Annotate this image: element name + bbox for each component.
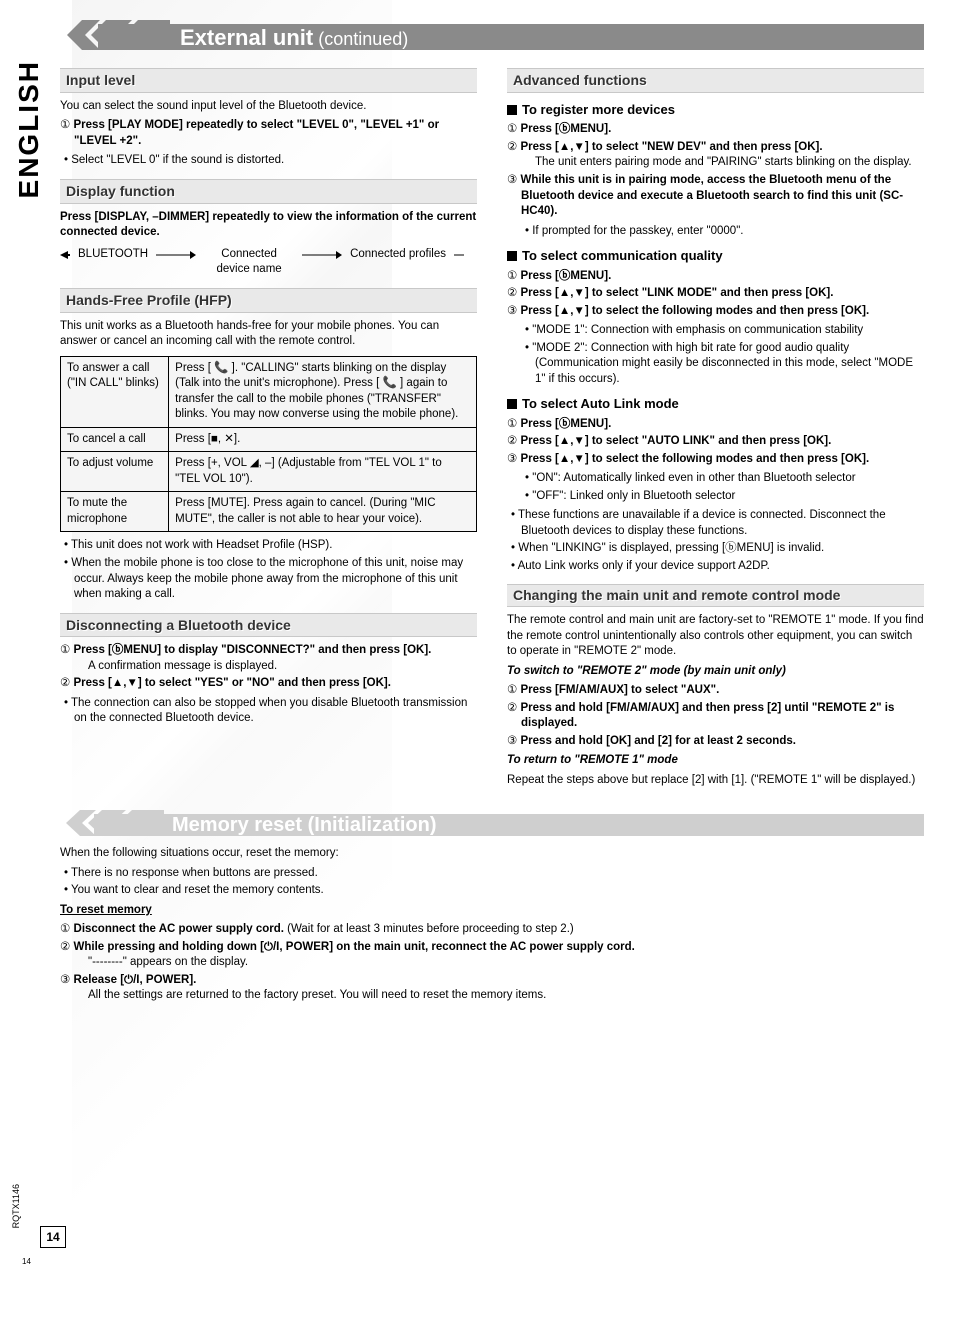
chevron-icon [60,810,164,836]
step: ② Press [▲,▼] to select "AUTO LINK" and … [507,434,924,450]
square-icon [507,399,517,409]
step: ① Press [FM/AM/AUX] to select "AUX". [507,683,924,699]
subsection-heading: To register more devices [507,101,924,119]
step: ③ Release [⏻/I, POWER].All the settings … [60,973,924,1004]
table-cell: To mute the microphone [61,492,169,532]
bullet: "ON": Automatically linked even in other… [525,471,924,487]
doc-id: RQTX1146 [10,1184,22,1228]
text: You can select the sound input level of … [60,99,477,115]
heading-title-text: External unit [180,25,313,50]
text: The remote control and main unit are fac… [507,613,924,660]
text: Repeat the steps above but replace [2] w… [507,773,924,789]
text: When the following situations occur, res… [60,846,924,862]
bullet: Select "LEVEL 0" if the sound is distort… [64,153,477,169]
hfp-table: To answer a call ("IN CALL" blinks)Press… [60,356,477,533]
table-cell: Press [ 📞 ]. "CALLING" starts blinking o… [169,356,477,427]
section-heading-memory-reset: Memory reset (Initialization) [60,810,924,836]
square-icon [507,105,517,115]
bullet: When "LINKING" is displayed, pressing [ⓑ… [511,541,924,557]
bullet: Auto Link works only if your device supp… [511,559,924,575]
step: ③ Press and hold [OK] and [2] for at lea… [507,734,924,750]
right-column: Advanced functions To register more devi… [507,58,924,792]
subsection-heading: To reset memory [60,903,924,919]
step: ② Press [▲,▼] to select "YES" or "NO" an… [60,676,477,692]
flow-diagram: BLUETOOTH Connected device name Connecte… [60,247,477,278]
table-cell: Press [■, ✕]. [169,427,477,452]
text: This unit works as a Bluetooth hands-fre… [60,319,477,350]
left-column: Input level You can select the sound inp… [60,58,477,792]
step: ① Press [ⓑMENU]. [507,269,924,285]
step: ① Press [ⓑMENU] to display "DISCONNECT?"… [60,643,477,674]
page-box: 14 [40,1226,66,1248]
table-cell: To adjust volume [61,452,169,492]
subhead-disconnect: Disconnecting a Bluetooth device [60,613,477,638]
step: ③ Press [▲,▼] to select the following mo… [507,304,924,388]
heading-continued: (continued) [313,29,408,49]
flow-label: BLUETOOTH [78,247,148,263]
arrow-icon [302,250,342,260]
step: ② While pressing and holding down [⏻/I, … [60,940,924,971]
bullet: "MODE 1": Connection with emphasis on co… [525,323,924,339]
bullet: "OFF": Linked only in Bluetooth selector [525,489,924,505]
subhead-input-level: Input level [60,68,477,93]
subsection-heading: To select Auto Link mode [507,395,924,413]
bullet: "MODE 2": Connection with high bit rate … [525,341,924,388]
bullet: The connection can also be stopped when … [64,696,477,727]
chevron-icon [60,20,170,50]
heading-title: External unit (continued) [180,20,408,53]
heading-title: Memory reset (Initialization) [172,812,437,839]
square-icon [507,251,517,261]
section-heading-external-unit: External unit (continued) [60,20,924,50]
subsection-heading: To select communication quality [507,247,924,265]
bullet: These functions are unavailable if a dev… [511,508,924,539]
step: ② Press [▲,▼] to select "LINK MODE" and … [507,286,924,302]
arrow-icon [60,250,70,260]
subhead-hfp: Hands-Free Profile (HFP) [60,288,477,313]
table-cell: To answer a call ("IN CALL" blinks) [61,356,169,427]
step: ① Press [ⓑMENU]. [507,122,924,138]
table-cell: To cancel a call [61,427,169,452]
language-side-label: ENGLISH [10,60,48,198]
step: ③ Press [▲,▼] to select the following mo… [507,452,924,505]
table-cell: Press [MUTE]. Press again to cancel. (Du… [169,492,477,532]
bullet: When the mobile phone is too close to th… [64,556,477,603]
flow-label: Connected profiles [350,247,446,263]
bullet: This unit does not work with Headset Pro… [64,538,477,554]
bullet: If prompted for the passkey, enter "0000… [525,224,924,240]
step: ① Press [ⓑMENU]. [507,417,924,433]
subhead-advanced: Advanced functions [507,68,924,93]
spacer [60,1008,924,1268]
step: ② Press [▲,▼] to select "NEW DEV" and th… [507,140,924,171]
flow-label: Connected device name [204,247,294,278]
step: ① Disconnect the AC power supply cord. (… [60,922,924,938]
step: ② Press and hold [FM/AM/AUX] and then pr… [507,701,924,732]
subhead-remote: Changing the main unit and remote contro… [507,584,924,607]
arrow-icon [454,250,464,260]
table-cell: Press [+, VOL ◢, –] (Adjustable from "TE… [169,452,477,492]
arrow-icon [156,250,196,260]
text: Press [DISPLAY, –DIMMER] repeatedly to v… [60,210,477,241]
step: ① Press [PLAY MODE] repeatedly to select… [60,118,477,149]
bullet: You want to clear and reset the memory c… [64,883,924,899]
text-emph: To return to "REMOTE 1" mode [507,753,924,769]
step: ③ While this unit is in pairing mode, ac… [507,173,924,239]
bullet: There is no response when buttons are pr… [64,866,924,882]
text-emph: To switch to "REMOTE 2" mode (by main un… [507,664,924,680]
page-number: 14 [22,1257,31,1268]
subhead-display-function: Display function [60,179,477,204]
